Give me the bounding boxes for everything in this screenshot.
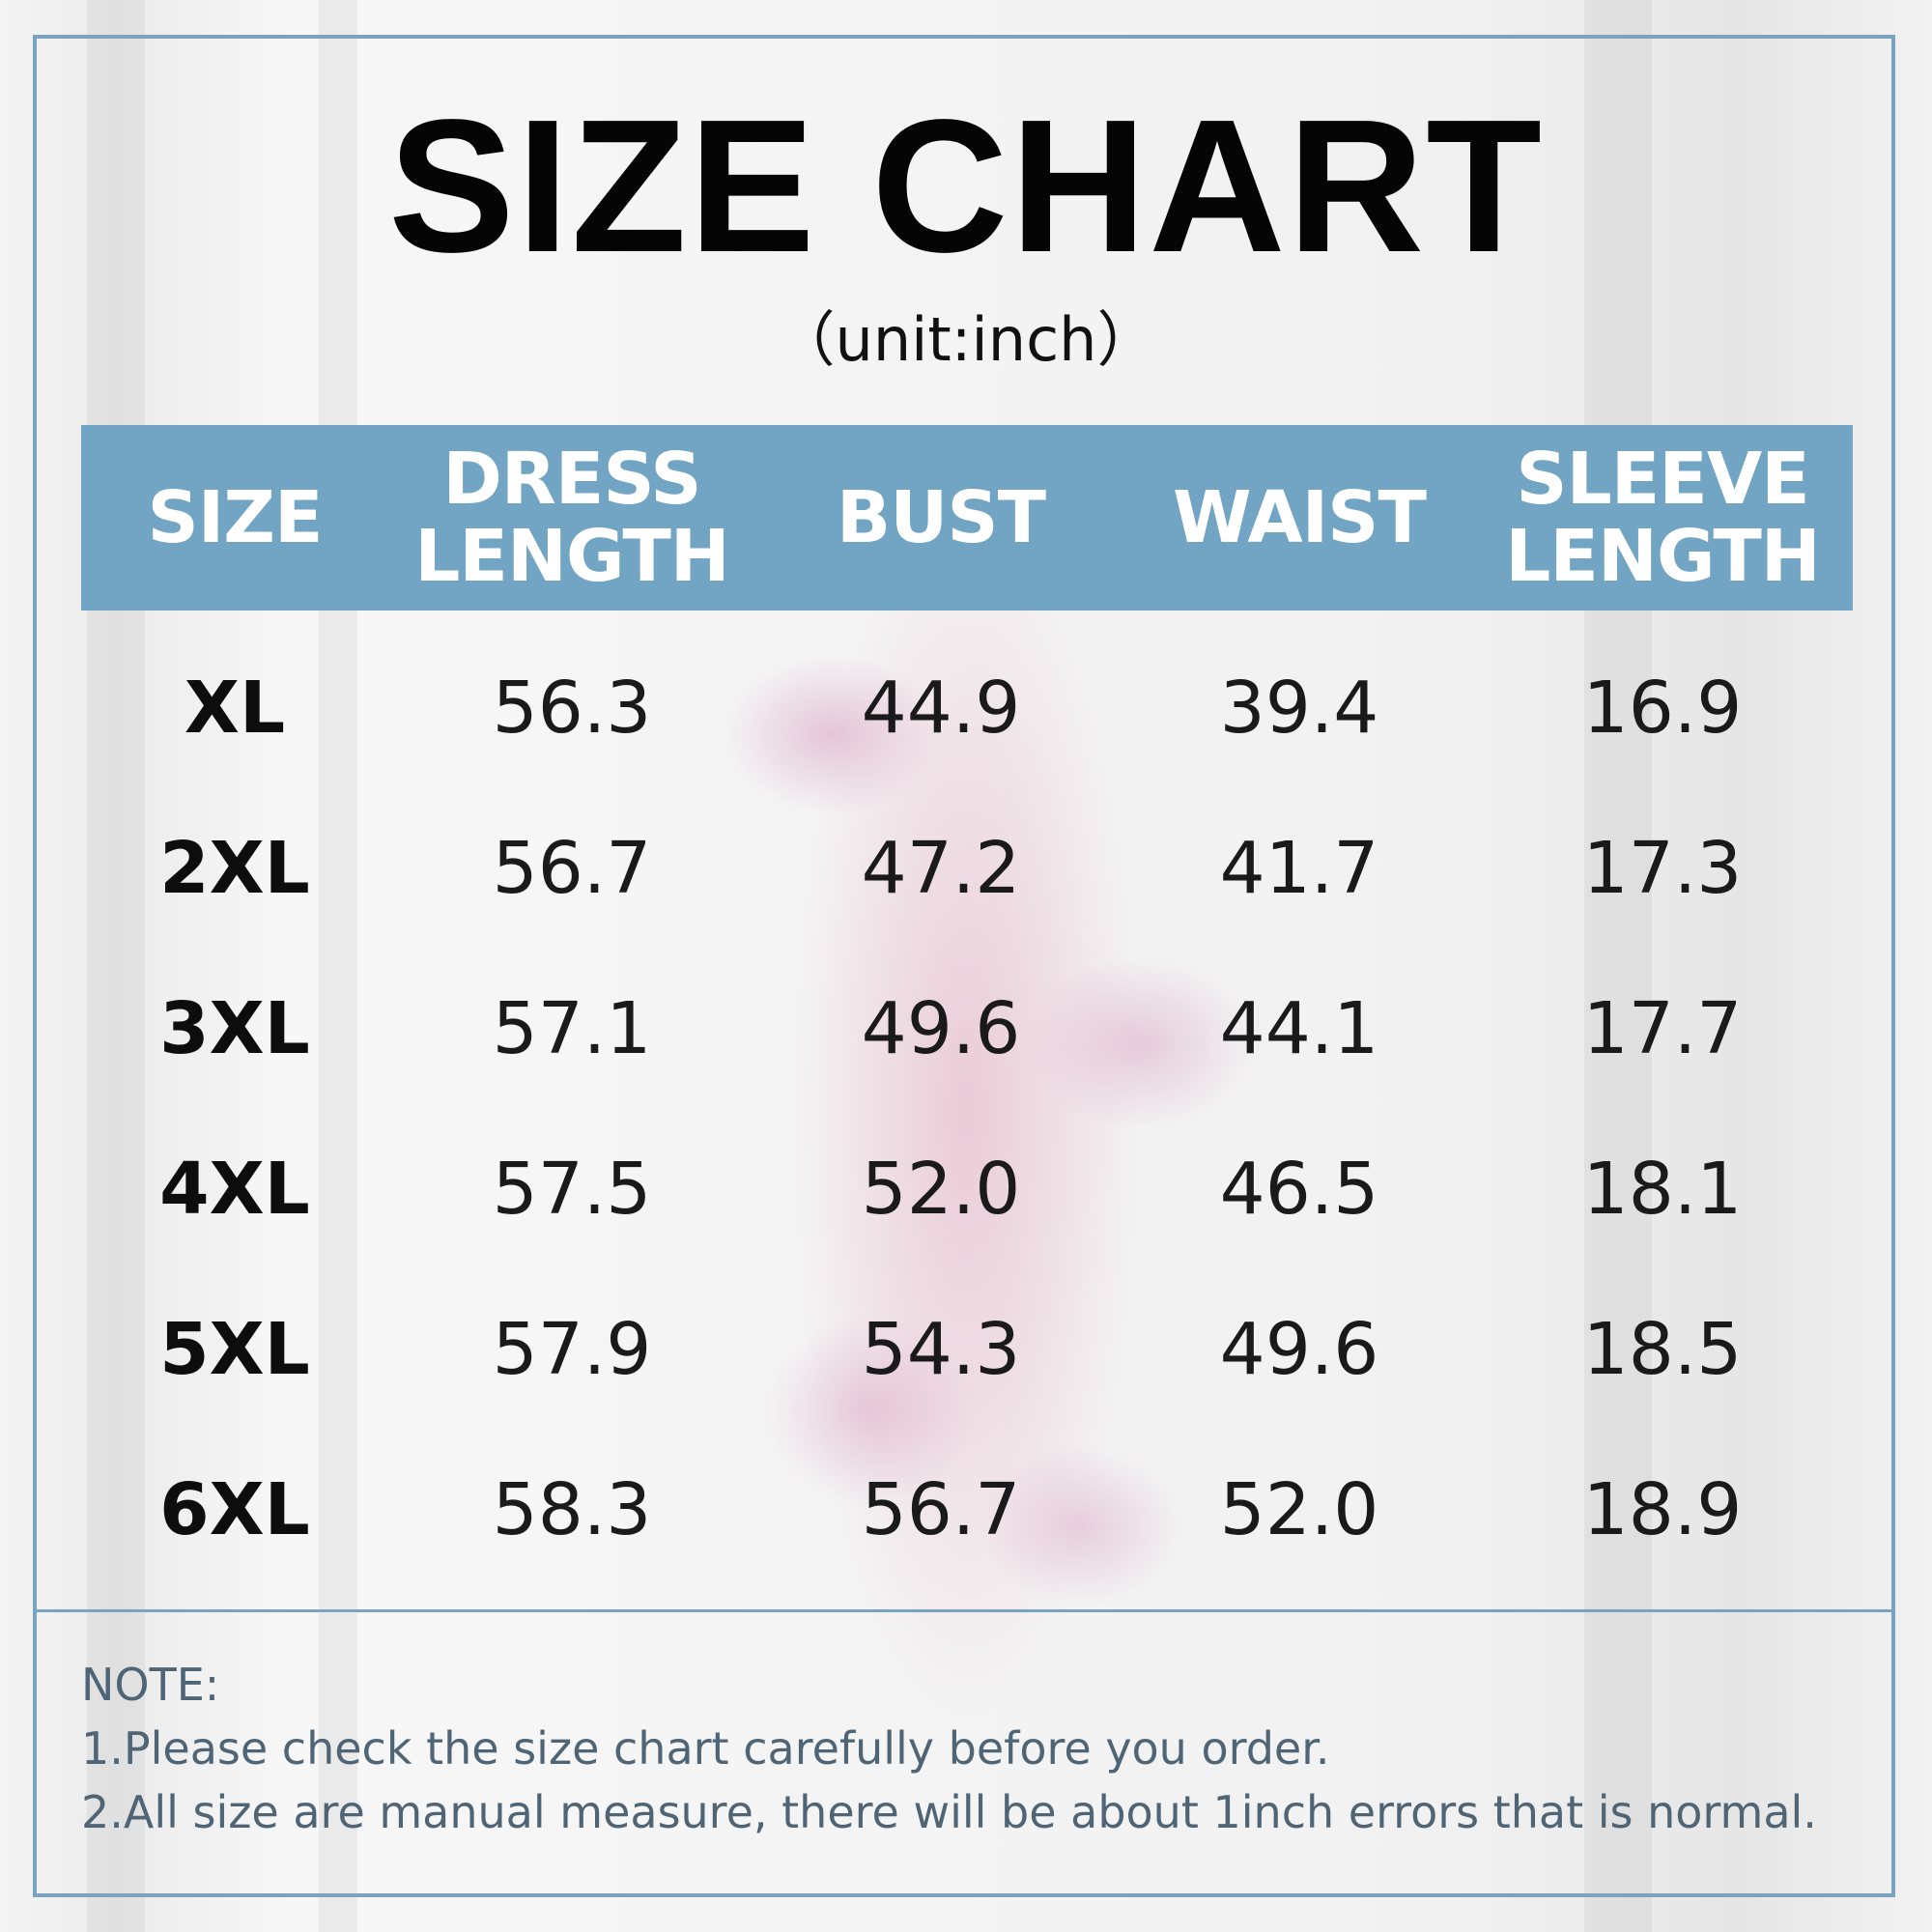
dress-length-cell: 56.7	[492, 827, 652, 910]
page-title: SIZE CHART	[388, 80, 1544, 292]
size-cell: 6XL	[159, 1468, 310, 1551]
dress-length-cell: 57.1	[492, 987, 652, 1070]
dress-length-cell: 57.5	[492, 1148, 652, 1231]
column-header-waist: WAIST	[1126, 425, 1472, 611]
waist-cell: 46.5	[1219, 1148, 1379, 1231]
note-line-2: 2.All size are manual measure, there wil…	[81, 1786, 1817, 1838]
table-row: 4XL 57.5 52.0 46.5 18.1	[81, 1109, 1853, 1269]
waist-cell: 39.4	[1219, 667, 1379, 750]
size-cell: XL	[184, 667, 286, 750]
size-cell: 2XL	[159, 827, 310, 910]
dress-length-cell: 58.3	[492, 1468, 652, 1551]
table-row: 6XL 58.3 56.7 52.0 18.9	[81, 1430, 1853, 1590]
sleeve-length-cell: 18.1	[1582, 1148, 1743, 1231]
bust-cell: 47.2	[861, 827, 1021, 910]
column-header-bust: BUST	[755, 425, 1126, 611]
column-header-line: LENGTH	[1505, 515, 1820, 598]
size-cell: 3XL	[159, 987, 310, 1070]
column-header-line: BUST	[836, 476, 1046, 559]
waist-cell: 44.1	[1219, 987, 1379, 1070]
bust-cell: 52.0	[861, 1148, 1021, 1231]
column-header-sleeve-length: SLEEVE LENGTH	[1472, 425, 1853, 611]
note-line-1: 1.Please check the size chart carefully …	[81, 1722, 1330, 1775]
outer-frame	[33, 35, 1895, 1897]
waist-cell: 49.6	[1219, 1308, 1379, 1391]
bust-cell: 49.6	[861, 987, 1021, 1070]
table-row: 2XL 56.7 47.2 41.7 17.3	[81, 788, 1853, 949]
table-header: SIZE DRESS LENGTH BUST WAIST SLEEVE LENG…	[81, 425, 1853, 611]
table-row: 3XL 57.1 49.6 44.1 17.7	[81, 949, 1853, 1109]
sleeve-length-cell: 18.5	[1582, 1308, 1743, 1391]
column-header-dress-length: DRESS LENGTH	[388, 425, 755, 611]
column-header-line: LENGTH	[414, 515, 729, 598]
column-header-line: DRESS	[442, 438, 701, 521]
note-divider	[33, 1609, 1895, 1612]
column-header-line: SLEEVE	[1516, 438, 1809, 521]
size-cell: 4XL	[159, 1148, 310, 1231]
unit-label: （unit:inch）	[775, 304, 1157, 375]
dress-length-cell: 57.9	[492, 1308, 652, 1391]
table-row: 5XL 57.9 54.3 49.6 18.5	[81, 1269, 1853, 1430]
waist-cell: 52.0	[1219, 1468, 1379, 1551]
sleeve-length-cell: 17.7	[1582, 987, 1743, 1070]
waist-cell: 41.7	[1219, 827, 1379, 910]
bust-cell: 54.3	[861, 1308, 1021, 1391]
size-cell: 5XL	[159, 1308, 310, 1391]
table-row: XL 56.3 44.9 39.4 16.9	[81, 628, 1853, 788]
dress-length-cell: 56.3	[492, 667, 652, 750]
column-header-size: SIZE	[81, 425, 388, 611]
sleeve-length-cell: 18.9	[1582, 1468, 1743, 1551]
column-header-line: WAIST	[1173, 476, 1427, 559]
note-heading: NOTE:	[81, 1659, 220, 1711]
sleeve-length-cell: 17.3	[1582, 827, 1743, 910]
sleeve-length-cell: 16.9	[1582, 667, 1743, 750]
bust-cell: 56.7	[861, 1468, 1021, 1551]
column-header-line: SIZE	[147, 476, 323, 559]
bust-cell: 44.9	[861, 667, 1021, 750]
